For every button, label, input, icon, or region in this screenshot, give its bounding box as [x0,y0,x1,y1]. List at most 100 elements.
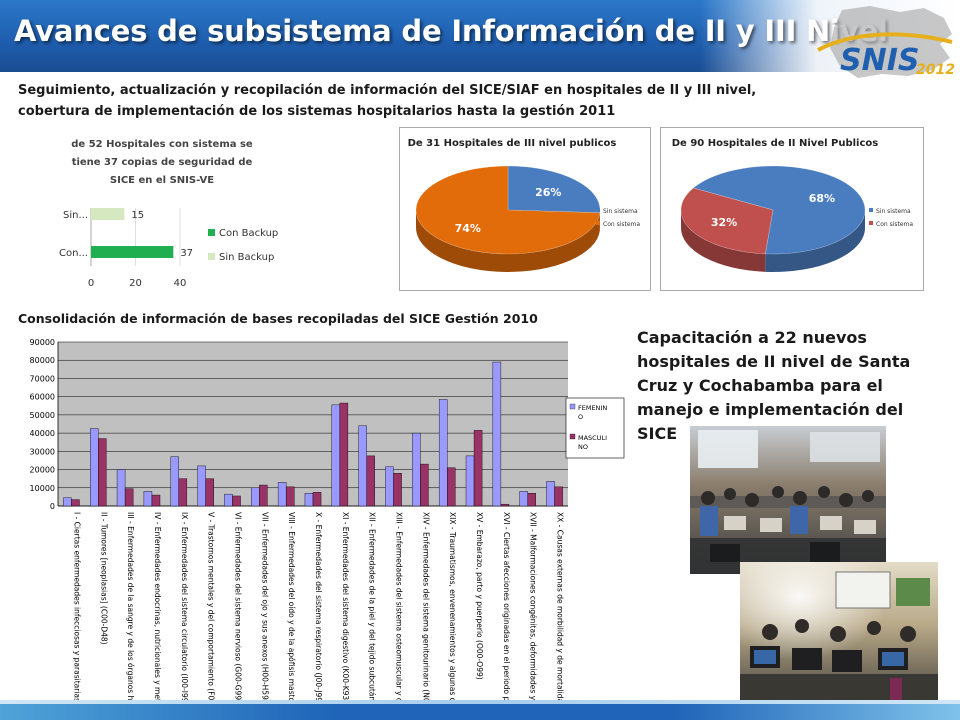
main-chart-bars [63,361,563,507]
main-chart-x-label-13: XIV - Enfermedades del sistema genitouri… [421,512,430,702]
main-chart-legend-box [565,397,625,459]
footer-highlight [0,700,960,705]
legend-label-femenino-2: O [578,413,583,421]
backup-bar-sin [91,208,125,220]
bar-femenino-18 [546,481,555,507]
main-chart-y-tick-label: 20000 [30,466,55,475]
pie-iii-slice-label-1: 74% [455,222,481,235]
training-photo-1 [690,426,886,574]
backup-x-tick-label: 0 [88,278,94,289]
legend-swatch-masculino [569,433,576,440]
pie-ii-legend: Sin sistema Con sistema [869,208,913,228]
bar-femenino-7 [251,487,260,507]
pie-ii-slice-side-0 [765,210,865,272]
main-chart-x-label-9: X - Enfermedades del sistema respiratori… [314,512,323,702]
bar-femenino-9 [304,493,314,507]
page-title: Avances de subsistema de Información de … [14,14,888,48]
bar-masculino-4 [178,478,188,507]
pie-ii-slice-label-0: 68% [809,192,835,205]
training-photo-1-image [690,426,886,574]
bar-femenino-2 [116,469,126,507]
main-chart-legend: FEMENIN O MASCULI NO [565,397,625,459]
pie-iii-title: De 31 Hospitales de III nivel publicos [408,138,617,149]
main-chart-x-label-15: XV - Embarazo, parto y puerperio (O00-O9… [475,512,484,680]
pie-iii-slice-0 [507,165,601,214]
pie-ii-legend-sin: Sin sistema [876,208,911,215]
pie-iii-slice-label-0: 26% [535,186,561,199]
main-chart-x-label-17: XVII - Malformaciones congénitas, deform… [529,512,538,702]
bar-femenino-4 [170,456,179,507]
bar-masculino-17 [527,493,536,507]
bar-femenino-1 [90,428,99,507]
backup-bar-chart: de 52 Hospitales con sistema se tiene 37… [59,139,278,289]
main-chart-y-ticks: 0 10000 20000 30000 40000 50000 60000 70000 8000… [30,338,55,511]
main-chart-x-label-6: VI - Enfermedades del sistema nervioso (… [233,512,242,702]
backup-legend: Con Backup Sin Backup [208,228,278,263]
main-chart-x-label-8: VIII - Enfermedades del oído y de la apó… [287,512,296,702]
main-chart-x-label-12: XIII - Enfermedades del sistema osteomus… [395,512,404,702]
pie-chart-iii: De 31 Hospitales de III nivel publicos 2… [408,138,640,273]
bar-femenino-0 [63,497,72,507]
main-chart-x-label-18: XX - Causas externas de morbilidad y de … [556,512,565,702]
main-chart-x-label-5: V - Trastornos mentales y del comportami… [207,512,216,702]
legend-label-masculino-2: NO [578,443,588,451]
bar-femenino-8 [277,482,287,507]
backup-category-label: Con... [59,248,88,259]
pie-iii-legend-sin: Sin sistema [603,208,638,215]
footer-bar [0,704,960,720]
pie-iii-legend-con: Con sistema [603,221,640,228]
main-chart-x-label-4: IX - Enfermedades del sistema circulator… [180,512,189,702]
consolidation-title: Consolidación de información de bases re… [18,311,538,326]
bar-masculino-16 [500,503,510,507]
training-text: Capacitación a 22 nuevos hospitales de I… [637,328,911,443]
logo-year: 2012 [916,62,955,78]
main-chart-x-labels: I - Ciertas enfermedades infecciosas y p… [72,512,564,702]
backup-chart-title-line-2: tiene 37 copias de seguridad de [72,157,253,168]
bar-masculino-18 [554,486,563,507]
pie-ii-legend-swatch-con [869,221,873,225]
bar-masculino-10 [339,402,349,507]
legend-label-con-backup: Con Backup [219,228,278,239]
training-photo-2-image [740,562,938,702]
bar-masculino-13 [420,463,429,507]
legend-label-masculino-1: MASCULI [578,434,607,442]
bolivia-map-shape [830,6,952,78]
bar-femenino-6 [224,493,233,507]
backup-x-tick-label: 20 [129,278,142,289]
pie-iii-legend: Sin sistema Con sistema [596,208,640,228]
bar-femenino-12 [385,466,394,507]
legend-label-sin-backup: Sin Backup [219,252,274,263]
main-chart-x-label-3: IV - Enfermedades endocrinas, nutriciona… [153,512,162,702]
pie-ii-legend-swatch-sin [869,208,873,212]
bar-femenino-16 [492,361,502,507]
main-chart-x-label-1: II - Tumores [neoplasias] (C00-D48) [99,512,108,645]
bar-femenino-10 [331,404,341,507]
legend-swatch-femenino [569,403,576,410]
main-chart-x-label-10: XI - Enfermedades del sistema digestivo … [341,512,350,702]
main-chart-x-label-7: VII - Enfermedades del ojo y sus anexos … [260,512,269,702]
pie-iii-slices: 26% 74% [415,165,601,273]
main-chart-y-tick-label: 10000 [30,484,55,493]
bar-masculino-9 [312,492,322,507]
bar-masculino-15 [473,430,483,507]
bar-femenino-13 [412,432,421,507]
bar-masculino-5 [205,478,214,507]
pie-ii-slice-1 [680,187,774,255]
bar-masculino-11 [366,455,375,507]
training-photo-2 [740,562,938,702]
logo-text: SNIS [840,43,919,78]
main-chart-y-tick-label: 30000 [30,447,55,456]
backup-chart-title-line-3: SICE en el SNIS-VE [110,175,214,186]
main-chart-x-label-2: III - Enfermedades de la sangre y de los… [126,512,135,702]
main-chart-x-label-0: I - Ciertas enfermedades infecciosas y p… [72,512,81,702]
main-chart-y-tick-label: 50000 [30,411,55,420]
legend-swatch-con-backup [208,229,215,236]
main-chart-x-label-11: XII - Enfermedades de la piel y del teji… [368,512,377,702]
bar-masculino-3 [151,494,161,507]
pie-iii-slice-1 [415,165,601,255]
logo-swoosh [817,32,953,52]
pie-ii-title: De 90 Hospitales de II Nivel Publicos [672,138,879,149]
backup-chart-title-line-1: de 52 Hospitales con sistema se [71,139,253,150]
bar-masculino-12 [393,472,402,507]
bar-femenino-5 [197,465,206,507]
